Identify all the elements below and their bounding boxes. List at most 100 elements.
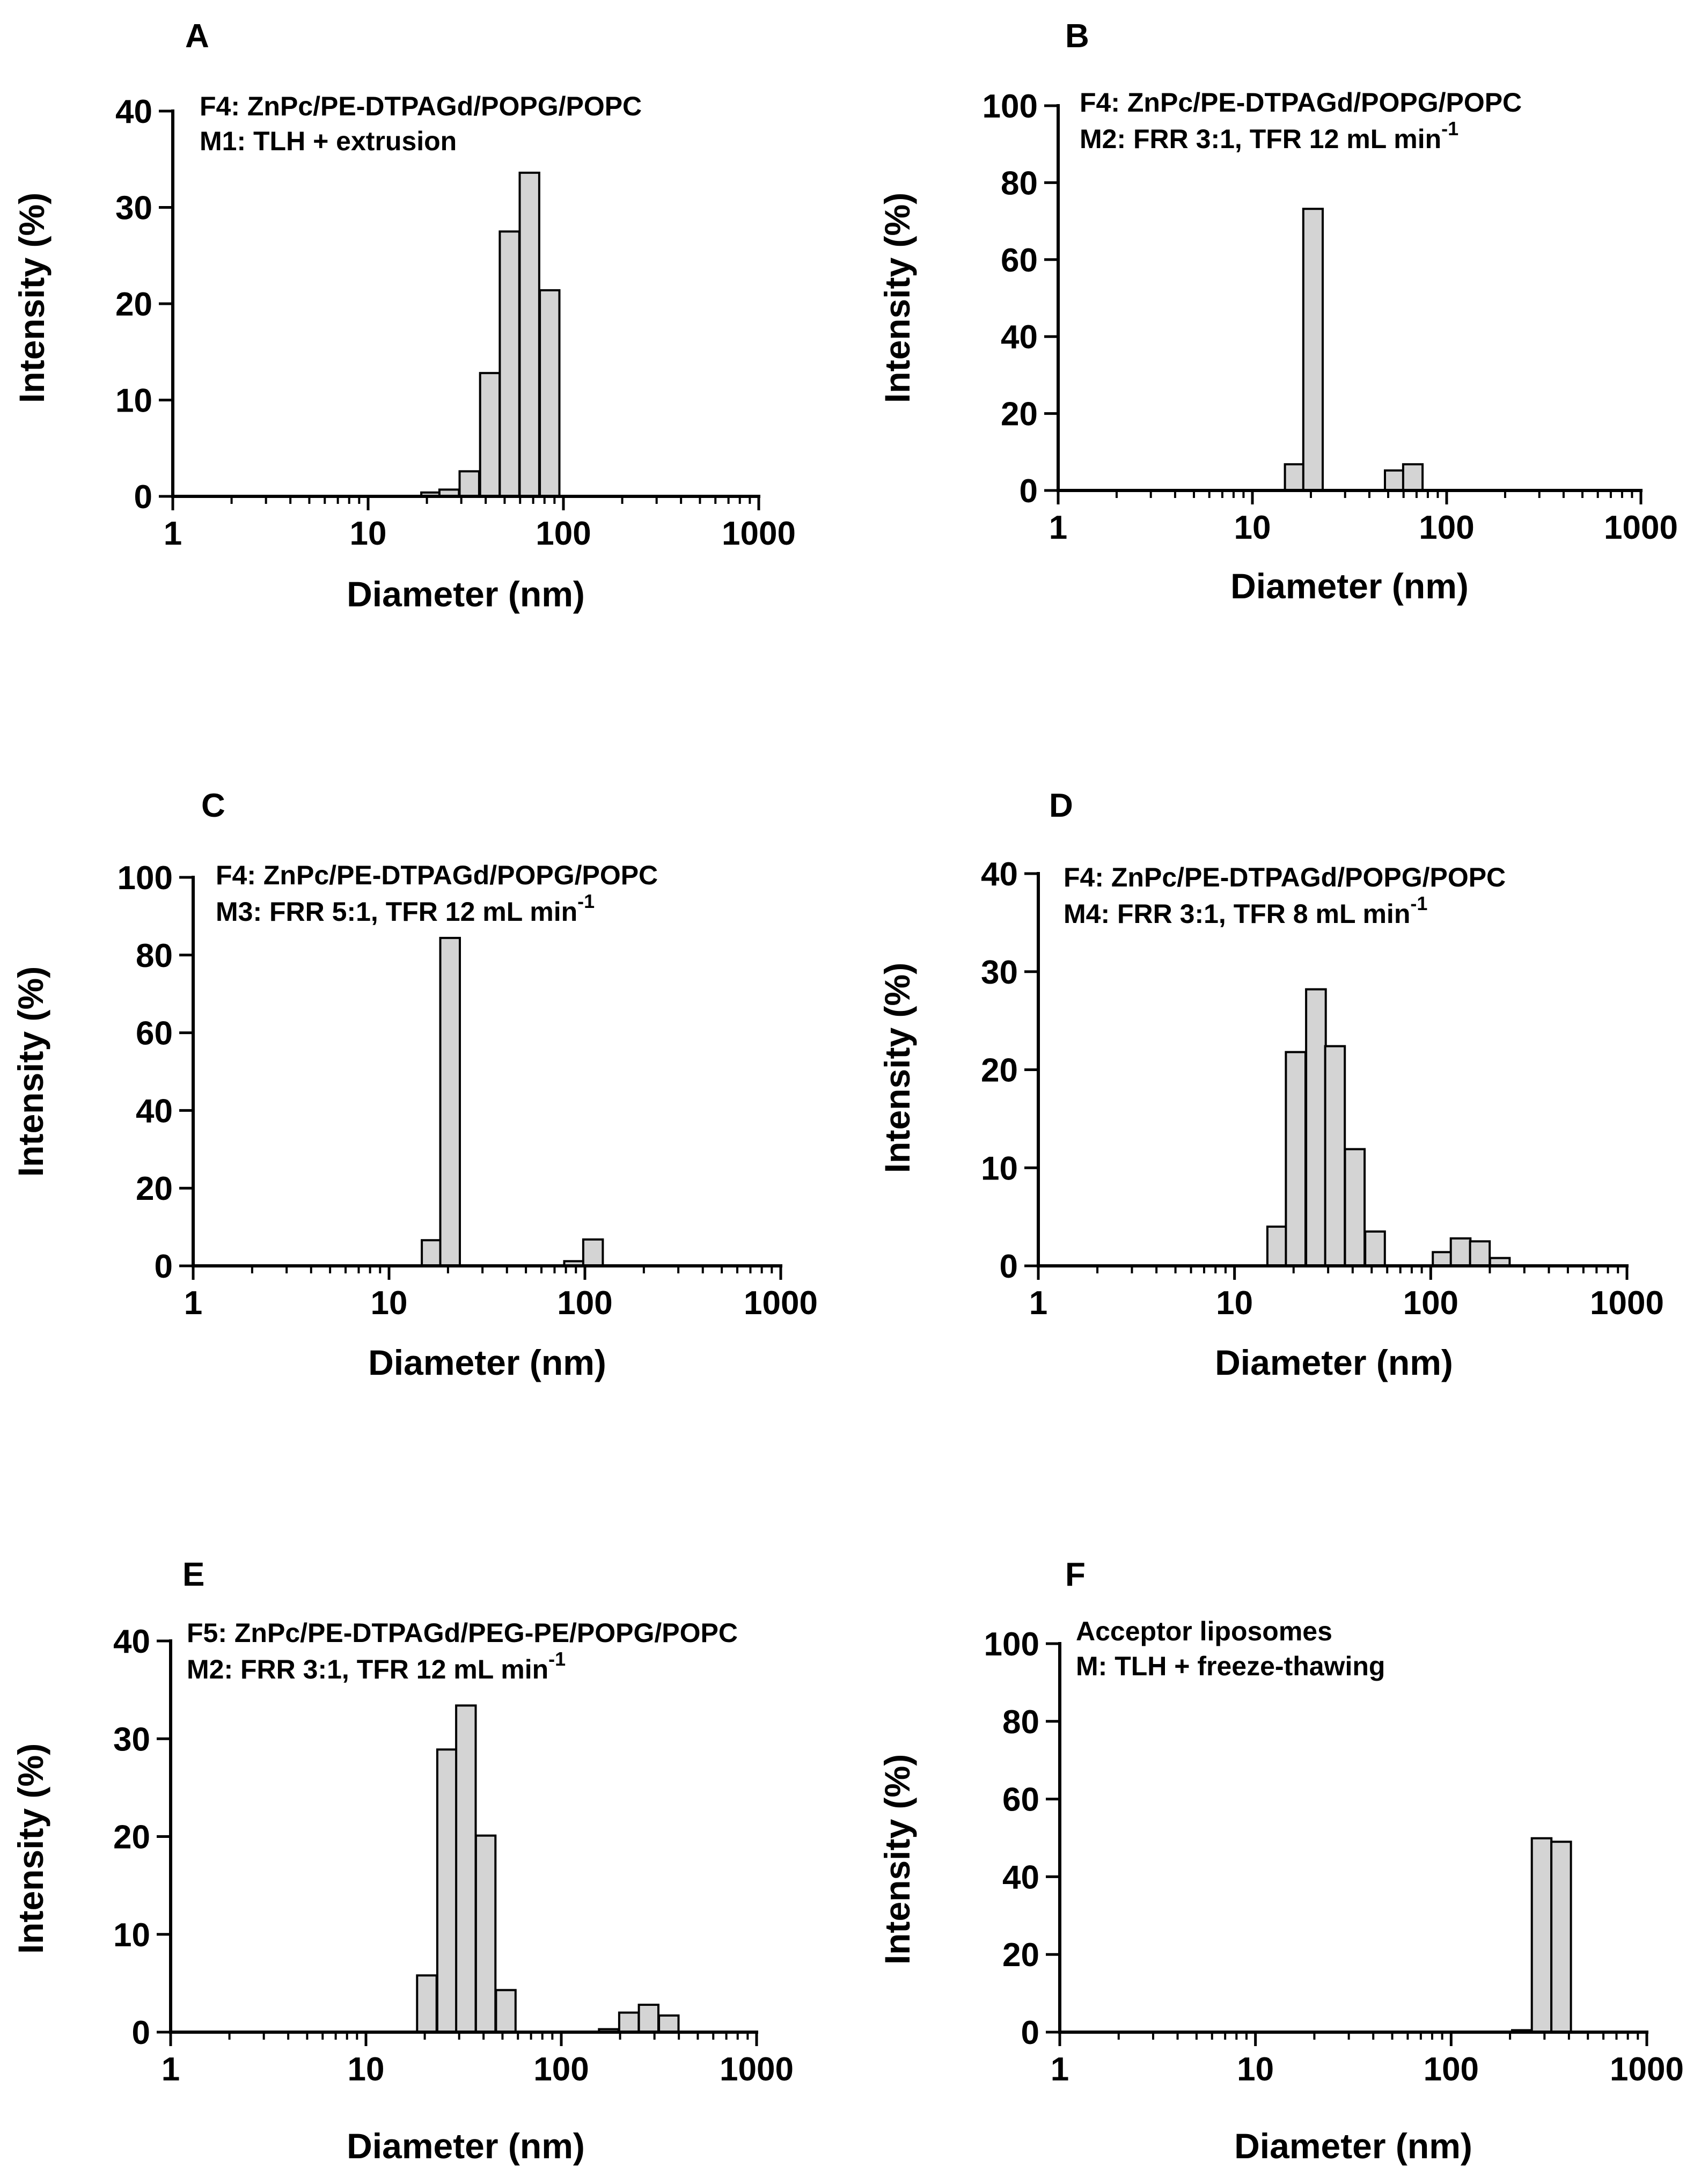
plot-area: 0 20 40 60 80 100 1 10 100 1000 <box>983 88 1678 546</box>
annotation-line-2: M4: FRR 3:1, TFR 8 mL min-1 <box>1064 892 1427 929</box>
histogram-bar <box>1432 1251 1454 1267</box>
x-axis-title: Diameter (nm) <box>368 1343 606 1382</box>
histogram-bar <box>436 1748 458 2034</box>
y-tick-label: 40 <box>115 93 152 130</box>
y-tick-label: 10 <box>113 1917 150 1954</box>
y-tick-label: 80 <box>1002 1704 1039 1741</box>
x-tick-label: 100 <box>533 2051 589 2088</box>
y-tick-label: 40 <box>136 1093 173 1130</box>
histogram-bar <box>1364 1230 1386 1267</box>
histogram-bar <box>458 470 480 497</box>
annotation-text: M2: FRR 3:1, TFR 12 mL min <box>187 1654 548 1684</box>
histogram-bar <box>439 936 461 1267</box>
annotation-line-1: F5: ZnPc/PE-DTPAGd/PEG-PE/POPG/POPC <box>187 1618 738 1648</box>
y-axis-title: Intensity (%) <box>877 1754 917 1965</box>
histogram-bar <box>474 1834 497 2033</box>
x-tick-label: 1000 <box>1590 1285 1664 1322</box>
panel-label-c: C <box>201 787 225 824</box>
annotation-line-1: F4: ZnPc/PE-DTPAGd/POPG/POPC <box>1064 862 1506 892</box>
x-tick-label: 1 <box>162 2051 180 2088</box>
y-tick-label: 0 <box>134 479 152 516</box>
x-axis-title: Diameter (nm) <box>347 574 585 614</box>
panel-b: B F4: ZnPc/PE-DTPAGd/POPG/POPC M2: FRR 3… <box>877 18 1678 606</box>
x-tick-label: 10 <box>1237 2051 1274 2088</box>
x-tick-label: 100 <box>1424 2051 1479 2088</box>
x-tick-label: 100 <box>1403 1285 1458 1322</box>
panel-e: E F5: ZnPc/PE-DTPAGd/PEG-PE/POPG/POPC M2… <box>11 1556 794 2166</box>
histogram-bar <box>495 1989 517 2034</box>
x-tick-label: 1000 <box>722 515 796 552</box>
y-axis-title: Intensity (%) <box>11 966 50 1177</box>
annotation-line-2: M: TLH + freeze-thawing <box>1076 1651 1385 1681</box>
x-tick-label: 1000 <box>744 1285 818 1322</box>
y-tick-label: 20 <box>981 1052 1018 1089</box>
y-tick-label: 0 <box>155 1248 173 1285</box>
y-tick-label: 20 <box>113 1819 150 1856</box>
histogram-bar <box>416 1974 438 2034</box>
histogram-bar <box>637 2004 659 2033</box>
panel-label-b: B <box>1065 18 1089 55</box>
x-tick-label: 1000 <box>1604 509 1678 546</box>
annotation-superscript: -1 <box>577 890 595 912</box>
histogram-bar <box>1402 463 1424 492</box>
histogram-bar <box>1449 1237 1472 1267</box>
panel-label-f: F <box>1065 1556 1086 1593</box>
x-axis-title: Diameter (nm) <box>1215 1343 1453 1382</box>
histogram-bar <box>1284 463 1306 492</box>
x-tick-label: 10 <box>348 2051 385 2088</box>
x-axis-title: Diameter (nm) <box>347 2126 585 2166</box>
y-tick-label: 60 <box>1001 242 1038 279</box>
svg-text:M2: FRR 3:1, TFR 12 mL min-1: M2: FRR 3:1, TFR 12 mL min-1 <box>187 1648 566 1684</box>
y-tick-label: 60 <box>1002 1782 1039 1819</box>
y-tick-label: 40 <box>981 856 1018 893</box>
y-tick-label: 100 <box>118 860 173 897</box>
y-tick-label: 30 <box>113 1721 150 1758</box>
histogram-bar <box>1550 1841 1572 2033</box>
y-axis-title: Intensity (%) <box>12 193 52 403</box>
x-axis-title: Diameter (nm) <box>1230 566 1469 606</box>
histogram-bar <box>479 372 501 498</box>
annotation-line-2: M2: FRR 3:1, TFR 12 mL min-1 <box>1080 118 1458 154</box>
panel-label-d: D <box>1049 787 1073 824</box>
histogram-bar <box>455 1704 477 2034</box>
y-tick-label: 100 <box>984 1626 1039 1663</box>
histogram-bar <box>498 230 520 497</box>
y-tick-label: 20 <box>1001 396 1038 433</box>
svg-text:M4: FRR 3:1, TFR 8 mL min-1: M4: FRR 3:1, TFR 8 mL min-1 <box>1064 892 1427 929</box>
y-tick-label: 80 <box>1001 165 1038 202</box>
plot-area: 0 10 20 30 40 1 10 100 1000 <box>113 1623 794 2088</box>
histogram-bar <box>1285 1051 1307 1267</box>
annotation-superscript: -1 <box>548 1648 566 1670</box>
y-tick-label: 10 <box>981 1150 1018 1187</box>
histogram-bar <box>1469 1240 1491 1267</box>
x-tick-label: 10 <box>371 1285 408 1322</box>
annotation-line-1: F4: ZnPc/PE-DTPAGd/POPG/POPC <box>200 91 642 121</box>
histogram-bar <box>421 1239 443 1267</box>
y-tick-label: 0 <box>132 2014 150 2051</box>
annotation-line-2: M3: FRR 5:1, TFR 12 mL min-1 <box>216 890 595 927</box>
panel-label-a: A <box>185 18 209 55</box>
annotation-text: M4: FRR 3:1, TFR 8 mL min <box>1064 899 1410 929</box>
plot-area: 0 10 20 30 40 1 10 100 1000 <box>115 93 796 552</box>
y-tick-label: 20 <box>136 1170 173 1207</box>
y-axis-title: Intensity (%) <box>877 963 917 1173</box>
y-tick-label: 20 <box>115 286 152 323</box>
annotation-superscript: -1 <box>1410 892 1427 914</box>
panel-f: F Acceptor liposomes M: TLH + freeze-tha… <box>877 1556 1684 2166</box>
y-tick-label: 0 <box>1020 473 1038 510</box>
histogram-bar <box>618 2011 640 2034</box>
y-tick-label: 20 <box>1002 1937 1039 1974</box>
y-axis-title: Intensity (%) <box>877 193 917 403</box>
histogram-bar <box>1344 1148 1366 1267</box>
y-tick-label: 30 <box>981 954 1018 991</box>
annotation-line-1: Acceptor liposomes <box>1076 1616 1332 1646</box>
y-tick-label: 0 <box>1000 1248 1018 1285</box>
annotation-line-2: M2: FRR 3:1, TFR 12 mL min-1 <box>187 1648 566 1684</box>
annotation-text: M3: FRR 5:1, TFR 12 mL min <box>216 897 577 927</box>
histogram-bar <box>1530 1837 1553 2033</box>
annotation-line-2: M1: TLH + extrusion <box>200 126 457 156</box>
y-tick-label: 0 <box>1021 2014 1039 2051</box>
plot-area: 0 20 40 60 80 100 1 10 100 1000 <box>118 860 818 1322</box>
y-tick-label: 40 <box>113 1623 150 1660</box>
